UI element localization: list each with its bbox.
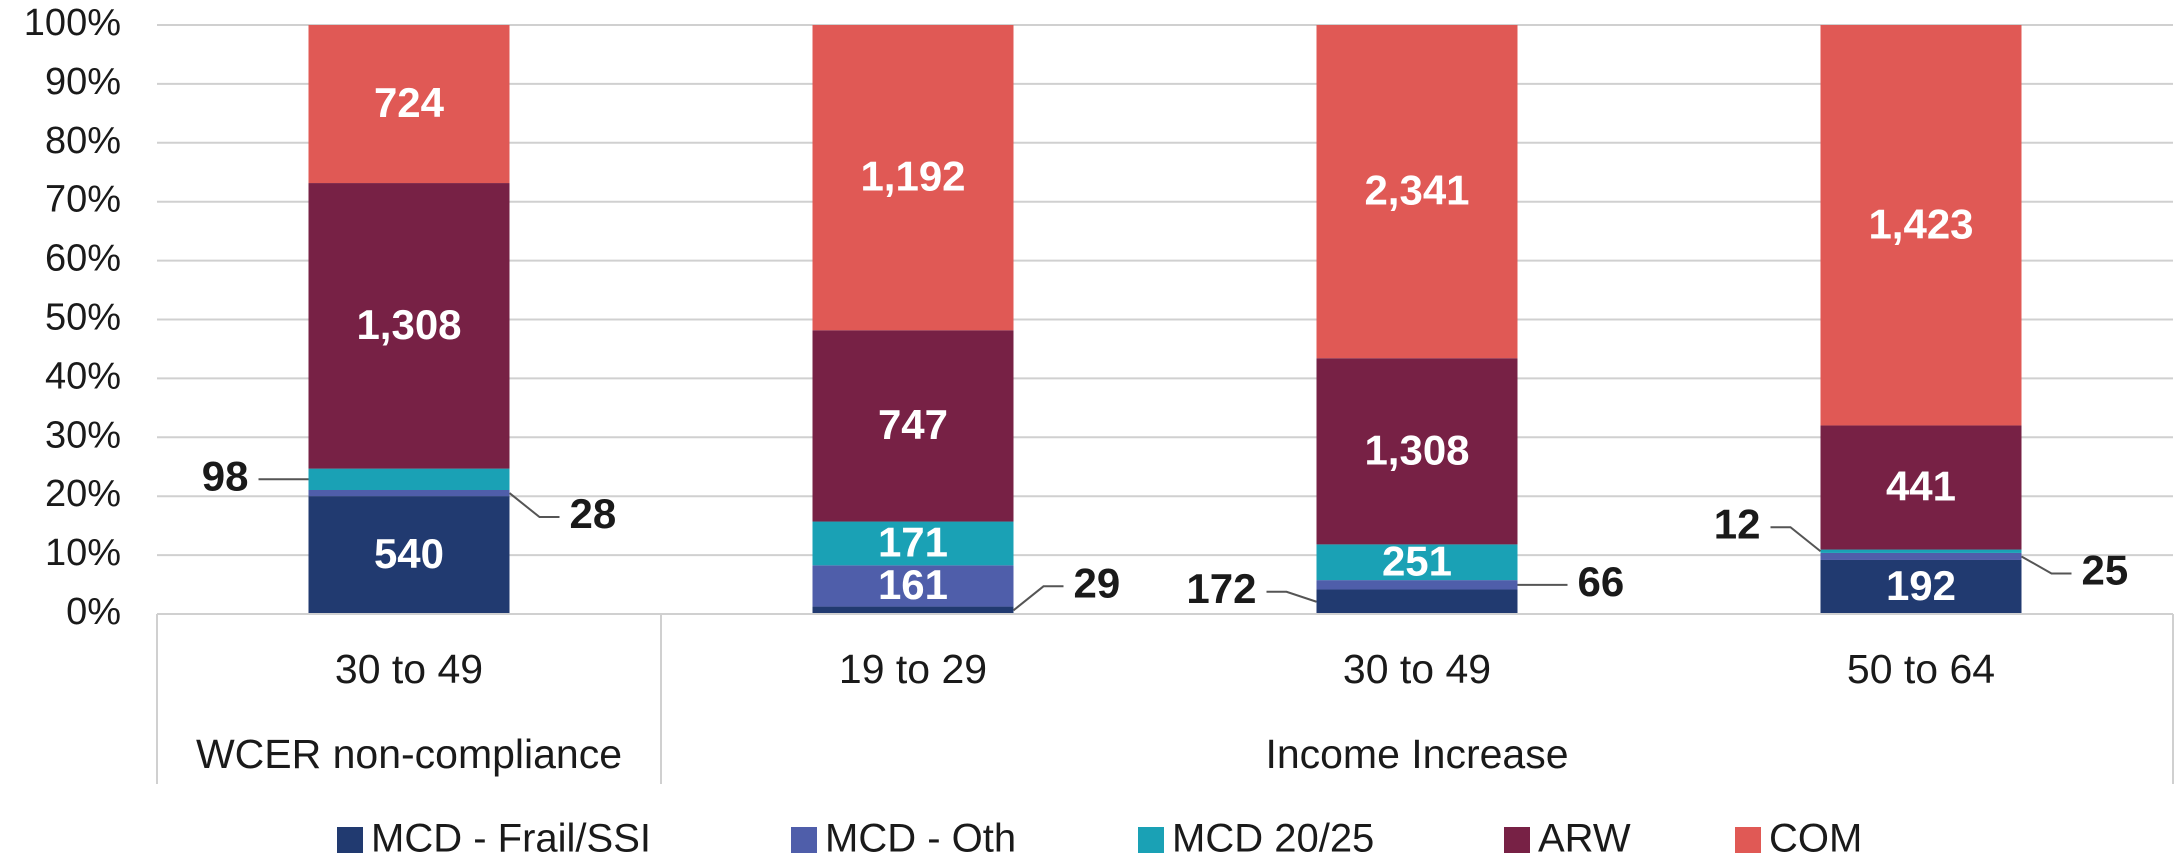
legend-label: MCD 20/25 (1172, 817, 1374, 861)
bar-segment (1316, 544, 1518, 581)
x-tick-label: 19 to 29 (839, 646, 987, 692)
data-label: 172 (1186, 565, 1256, 612)
legend-swatch (1735, 827, 1761, 853)
bar-segment (812, 330, 1014, 522)
bar-segment (1316, 580, 1518, 590)
legend-label: MCD - Frail/SSI (371, 817, 651, 861)
y-tick-label: 60% (45, 238, 121, 280)
legend-label: COM (1769, 817, 1862, 861)
leader-line (2021, 555, 2072, 575)
y-tick-label: 90% (45, 61, 121, 103)
bar-segment (1316, 25, 1518, 359)
bar-segment (308, 468, 510, 490)
data-label: 2,341 (1364, 167, 1469, 214)
data-label: 25 (2082, 547, 2129, 594)
data-label: 12 (1714, 500, 1761, 547)
legend-swatch (1138, 827, 1164, 853)
legend-swatch (1504, 827, 1530, 853)
data-label: 161 (878, 561, 948, 608)
x-tick-label: 50 to 64 (1847, 646, 1995, 692)
data-label: 540 (374, 530, 444, 577)
leader-line (1770, 526, 1822, 553)
bar-segment (1820, 552, 2022, 560)
data-label: 1,308 (356, 301, 461, 348)
leader-line (1266, 590, 1317, 603)
bar-segment (1316, 358, 1518, 545)
legend-swatch (791, 827, 817, 853)
group-label: WCER non-compliance (196, 731, 622, 777)
bar-segment (812, 565, 1014, 607)
data-label: 1,423 (1868, 200, 1973, 247)
bar-segment (308, 496, 510, 614)
y-tick-label: 20% (45, 473, 121, 515)
y-tick-label: 70% (45, 179, 121, 221)
bar-segment (1820, 549, 2022, 553)
bar-segment (1316, 589, 1518, 614)
data-label: 66 (1578, 558, 1625, 605)
leader-line (1012, 585, 1064, 612)
data-label: 98 (202, 452, 249, 499)
group-label: Income Increase (1265, 731, 1568, 777)
data-label: 251 (1382, 537, 1452, 584)
y-tick-label: 30% (45, 414, 121, 456)
bar-segment (812, 25, 1014, 331)
x-tick-label: 30 to 49 (1343, 646, 1491, 692)
leader-line (508, 492, 560, 519)
y-tick-label: 50% (45, 297, 121, 339)
y-tick-label: 0% (66, 591, 121, 633)
legend-label: ARW (1538, 817, 1631, 861)
legend-swatch (337, 827, 363, 853)
data-label: 1,192 (860, 153, 965, 200)
y-tick-label: 80% (45, 120, 121, 162)
data-label: 747 (878, 401, 948, 448)
bar-segment (308, 25, 510, 184)
y-tick-label: 10% (45, 532, 121, 574)
y-tick-label: 100% (24, 2, 121, 44)
data-label: 28 (570, 490, 617, 537)
data-label: 1,308 (1364, 426, 1469, 473)
data-label: 441 (1886, 463, 1956, 510)
bar-segment (1820, 559, 2022, 614)
data-label: 192 (1886, 562, 1956, 609)
legend-label: MCD - Oth (825, 817, 1016, 861)
data-label: 29 (1074, 559, 1121, 606)
bar-segment (812, 606, 1014, 614)
bar-segment (308, 490, 510, 497)
data-label: 724 (374, 79, 445, 126)
data-label: 171 (878, 519, 948, 566)
x-tick-label: 30 to 49 (335, 646, 483, 692)
bar-segment (308, 183, 510, 469)
bar-segment (1820, 25, 2022, 426)
bar-segment (812, 521, 1014, 566)
bar-segment (1820, 425, 2022, 550)
y-tick-label: 40% (45, 355, 121, 397)
